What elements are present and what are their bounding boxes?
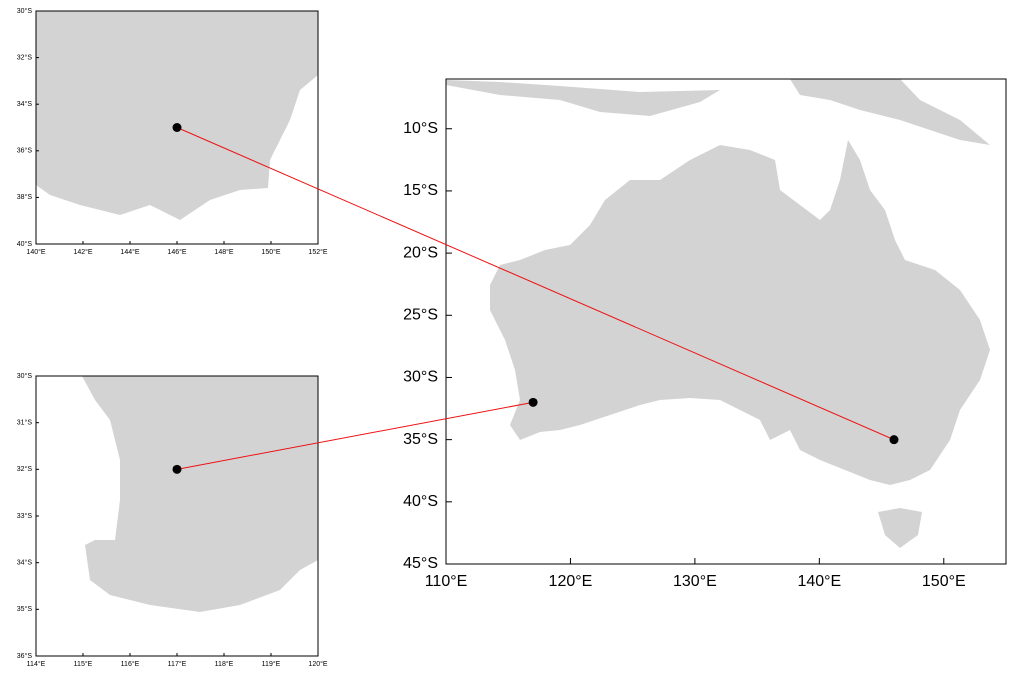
y-tick-label: 45°S <box>403 555 438 572</box>
x-tick-label: 150°E <box>922 573 966 590</box>
y-tick-label: 25°S <box>403 307 438 324</box>
x-tick-label: 118°E <box>215 660 234 668</box>
y-tick-label: 40°S <box>403 493 438 510</box>
y-tick-label: 30°S <box>403 369 438 386</box>
y-tick-label: 38°S <box>17 193 33 201</box>
x-tick-label: 119°E <box>262 660 281 668</box>
x-tick-label: 140°E <box>797 573 841 590</box>
y-tick-label: 30°S <box>17 7 33 15</box>
x-tick-label: 117°E <box>168 660 187 668</box>
x-tick-label: 110°E <box>425 573 468 590</box>
x-tick-label: 116°E <box>121 660 140 668</box>
location-marker <box>172 123 182 132</box>
y-tick-label: 10°S <box>403 120 438 137</box>
y-tick-label: 35°S <box>403 431 438 448</box>
y-tick-label: 20°S <box>403 244 438 261</box>
y-tick-label: 40°S <box>17 240 33 248</box>
inset-land <box>82 376 318 612</box>
main-land <box>446 79 990 548</box>
x-tick-label: 142°E <box>73 248 92 256</box>
location-marker <box>528 397 538 407</box>
connector-line <box>176 127 895 441</box>
x-tick-label: 144°E <box>120 248 139 256</box>
y-tick-label: 32°S <box>17 53 33 61</box>
location-marker <box>172 464 182 474</box>
x-tick-label: 114°E <box>27 660 46 668</box>
y-tick-label: 34°S <box>17 100 33 108</box>
x-tick-label: 130°E <box>673 573 717 590</box>
x-tick-label: 146°E <box>167 248 186 256</box>
y-tick-label: 36°S <box>17 147 33 155</box>
y-tick-label: 15°S <box>403 182 438 199</box>
location-marker <box>889 435 899 445</box>
y-tick-label: 36°S <box>17 652 33 660</box>
y-tick-label: 33°S <box>17 512 33 520</box>
x-tick-label: 120°E <box>308 660 327 668</box>
x-tick-label: 140°E <box>26 248 45 256</box>
x-tick-label: 120°E <box>549 573 593 590</box>
inset-land <box>36 11 318 220</box>
y-tick-label: 34°S <box>17 559 33 567</box>
y-tick-label: 32°S <box>17 465 33 473</box>
y-tick-label: 30°S <box>17 372 33 380</box>
y-tick-label: 35°S <box>17 605 33 613</box>
x-tick-label: 115°E <box>74 660 93 668</box>
x-tick-label: 152°E <box>308 248 327 256</box>
x-tick-label: 150°E <box>261 248 280 256</box>
map-frame <box>445 78 1007 565</box>
connector-line <box>176 401 534 470</box>
y-tick-label: 31°S <box>17 419 33 427</box>
x-tick-label: 148°E <box>214 248 233 256</box>
